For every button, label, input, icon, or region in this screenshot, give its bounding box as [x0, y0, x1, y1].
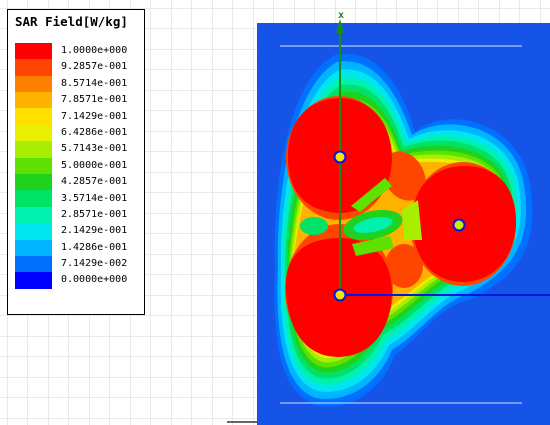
sar-gap-left	[300, 217, 328, 235]
legend-color-swatch	[15, 157, 52, 175]
feed-port-bottom[interactable]	[333, 288, 347, 302]
legend-color-swatch	[15, 124, 52, 142]
legend-value-label: 0.0000e+000	[61, 274, 128, 286]
legend-value-label: 7.1429e-001	[61, 110, 128, 122]
legend-color-swatch	[15, 108, 52, 126]
axis-x-label: x	[338, 10, 344, 21]
legend-color-swatch	[15, 141, 52, 159]
legend-value-label: 1.4286e-001	[61, 241, 128, 253]
legend-color-swatch	[15, 255, 52, 273]
legend-color-swatch	[15, 239, 52, 257]
legend-value-label: 6.4286e-001	[61, 126, 128, 138]
legend-title: SAR Field[W/kg]	[15, 14, 128, 29]
legend-color-swatch	[15, 91, 52, 109]
feed-port-top[interactable]	[333, 150, 347, 164]
sar-bridge-upper	[382, 151, 426, 201]
legend-value-label: 3.5714e-001	[61, 192, 128, 204]
legend-value-label: 1.0000e+000	[61, 45, 128, 56]
sar-gap-upper-diagonal	[351, 178, 392, 212]
legend-color-swatch	[15, 173, 52, 191]
legend-value-label: 7.1429e-002	[61, 258, 128, 270]
legend-value-label: 2.1429e-001	[61, 225, 128, 237]
legend-color-swatch	[15, 206, 52, 224]
legend-color-swatch	[15, 223, 52, 241]
sar-bridge-lower	[385, 244, 423, 288]
sar-low-field-gaps	[300, 178, 422, 256]
legend-value-label: 8.5714e-001	[61, 77, 128, 89]
legend-value-label: 5.7143e-001	[61, 143, 128, 155]
legend-value-label: 2.8571e-001	[61, 208, 128, 220]
sar-gap-center-inner	[353, 216, 393, 234]
legend-value-label: 9.2857e-001	[61, 61, 128, 73]
legend-value-label: 7.8571e-001	[61, 94, 128, 106]
legend-color-swatch	[15, 75, 52, 93]
legend-color-swatch	[15, 42, 52, 60]
legend-color-swatch	[15, 272, 52, 290]
sar-gap-right-diagonal	[402, 200, 422, 240]
sar-gap-lower-diagonal	[352, 236, 394, 256]
legend-color-swatch	[15, 59, 52, 77]
feed-port-right[interactable]	[452, 218, 466, 232]
sar-legend[interactable]: SAR Field[W/kg] 1.0000e+000 9.2857e-001 8.…	[7, 9, 145, 315]
axis-vertical-arrowhead	[336, 19, 344, 33]
legend-color-swatch	[15, 190, 52, 208]
legend-value-label: 4.2857e-001	[61, 176, 128, 188]
legend-value-label: 5.0000e-001	[61, 159, 128, 171]
